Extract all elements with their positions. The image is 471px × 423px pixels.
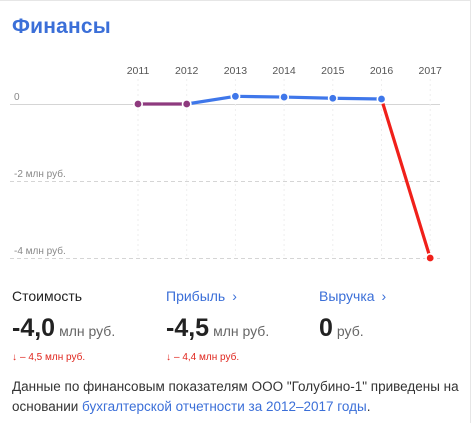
metric-revenue-unit: руб. — [336, 323, 364, 339]
metric-revenue: Выручка › 0 руб. — [319, 288, 386, 343]
x-tick-label: 2011 — [127, 65, 150, 77]
chevron-right-icon: › — [232, 288, 237, 304]
y-tick-label: 0 — [14, 92, 20, 103]
series-segment — [282, 95, 335, 100]
y-tick-label: -4 млн руб. — [14, 245, 66, 257]
metric-cost-label: Стоимость — [12, 288, 83, 304]
metric-cost-value: -4,0 — [12, 314, 56, 342]
metric-profit-unit: млн руб. — [213, 323, 270, 339]
metric-revenue-link[interactable]: Выручка › — [319, 288, 387, 304]
x-tick-label: 2017 — [419, 65, 443, 77]
metric-profit-delta: ↓ – 4,4 млн руб. — [166, 352, 240, 363]
data-point — [133, 99, 144, 110]
data-point — [181, 99, 192, 110]
data-point — [376, 93, 387, 104]
data-point — [230, 91, 241, 102]
series-segment — [185, 94, 237, 106]
x-tick-label: 2016 — [370, 65, 394, 77]
chevron-right-icon: › — [381, 288, 387, 304]
metric-profit-value: -4,5 — [166, 314, 210, 342]
accounting-report-link[interactable]: бухгалтерской отчетности за 2012–2017 го… — [82, 399, 367, 414]
metric-profit-link[interactable]: Прибыль › — [166, 288, 237, 304]
series-segment — [233, 94, 286, 99]
series-segment — [331, 96, 384, 101]
data-point — [425, 253, 436, 264]
x-tick-label: 2015 — [321, 65, 345, 77]
metric-cost-delta: ↓ – 4,5 млн руб. — [12, 352, 86, 363]
arrow-down-icon: ↓ — [12, 352, 17, 363]
y-tick-label: -2 млн руб. — [14, 168, 66, 180]
x-tick-label: 2013 — [224, 65, 248, 77]
arrow-down-icon: ↓ — [166, 352, 171, 363]
x-tick-label: 2012 — [175, 65, 199, 77]
section-title: Финансы — [12, 15, 111, 38]
metric-cost-unit: млн руб. — [59, 323, 116, 339]
data-source-note: Данные по финансовым показателям ООО "Го… — [12, 379, 459, 414]
metric-profit: Прибыль › -4,5 млн руб. ↓ – 4,4 млн руб. — [166, 288, 269, 363]
series-segment — [379, 97, 432, 260]
x-tick-label: 2014 — [272, 65, 296, 77]
metric-cost: Стоимость -4,0 млн руб. ↓ – 4,5 млн руб. — [12, 288, 115, 363]
data-point — [327, 93, 338, 104]
data-point — [279, 92, 290, 103]
metric-revenue-value: 0 — [319, 314, 333, 342]
finance-chart: 0 -2 млн руб. -4 млн руб. 2011 2012 2013 2014… — [10, 65, 443, 264]
